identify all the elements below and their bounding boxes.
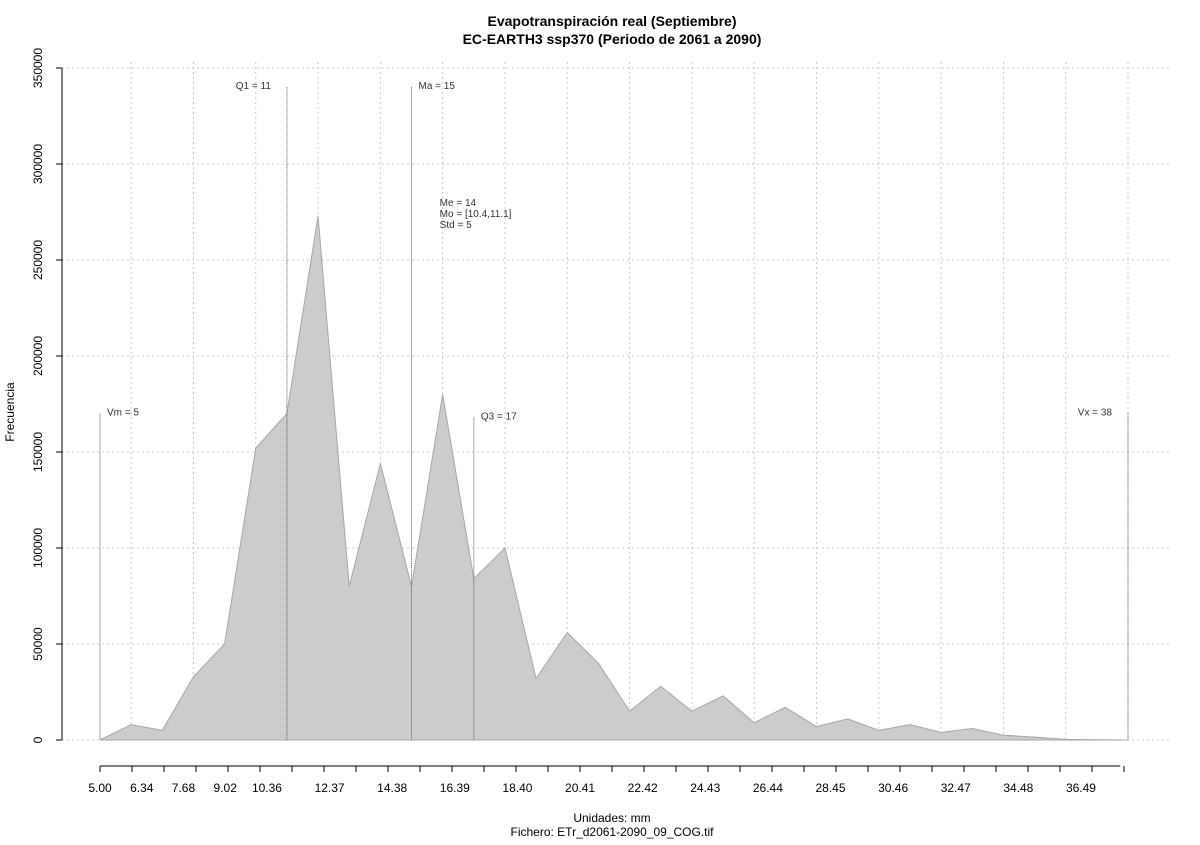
frequency-area [99,215,1129,741]
area-series [99,215,1129,741]
x-tick-label: 24.43 [690,781,720,795]
x-axis-title: Unidades: mm [573,811,650,825]
y-axis-title: Frecuencia [3,382,17,442]
x-tick-label: 7.68 [172,781,196,795]
stats-line: Std = 5 [440,220,472,231]
x-tick-label: 14.38 [377,781,407,795]
x-tick-label: 36.49 [1066,781,1096,795]
y-tick-label: 100000 [31,528,45,568]
x-tick-label: 32.47 [941,781,971,795]
x-tick-label: 26.44 [753,781,783,795]
annotation-label: Vx = 38 [1078,408,1113,419]
x-tick-label: 10.36 [252,781,282,795]
x-tick-label: 22.42 [628,781,658,795]
annotation-label: Q3 = 17 [481,411,517,422]
x-tick-label: 5.00 [88,781,112,795]
x-tick-label: 34.48 [1003,781,1033,795]
chart-caption: Fichero: ETr_d2061-2090_09_COG.tif [511,825,715,839]
stats-line: Mo = [10.4,11.1] [440,209,512,220]
x-tick-label: 18.40 [502,781,532,795]
y-tick-label: 200000 [31,336,45,376]
annotations: Vm = 5 Q1 = 11 Ma = 15 Q3 = 17 Vx = 38 [99,81,1129,740]
x-tick-label: 20.41 [565,781,595,795]
x-tick-label: 30.46 [878,781,908,795]
x-tick-label: 6.34 [130,781,154,795]
y-tick-label: 150000 [31,432,45,472]
stats-line: Me = 14 [440,198,477,209]
y-tick-label: 250000 [31,240,45,280]
y-tick-label: 300000 [31,144,45,184]
y-tick-label: 0 [31,736,45,743]
chart-title-line2: EC-EARTH3 ssp370 (Periodo de 2061 a 2090… [463,31,762,47]
x-tick-label: 28.45 [815,781,845,795]
y-tick-label: 350000 [31,48,45,88]
annotation-label: Vm = 5 [107,408,139,419]
annotation-label: Q1 = 11 [236,81,272,92]
x-tick-label: 12.37 [315,781,345,795]
y-tick-label: 50000 [31,627,45,661]
annotation-label: Ma = 15 [419,81,456,92]
axes: 0 50000 100000 150000 200000 250000 300000 3500… [31,48,1125,795]
chart-title-line1: Evapotranspiración real (Septiembre) [488,13,737,29]
x-tick-label: 16.39 [440,781,470,795]
x-tick-label: 9.02 [214,781,238,795]
